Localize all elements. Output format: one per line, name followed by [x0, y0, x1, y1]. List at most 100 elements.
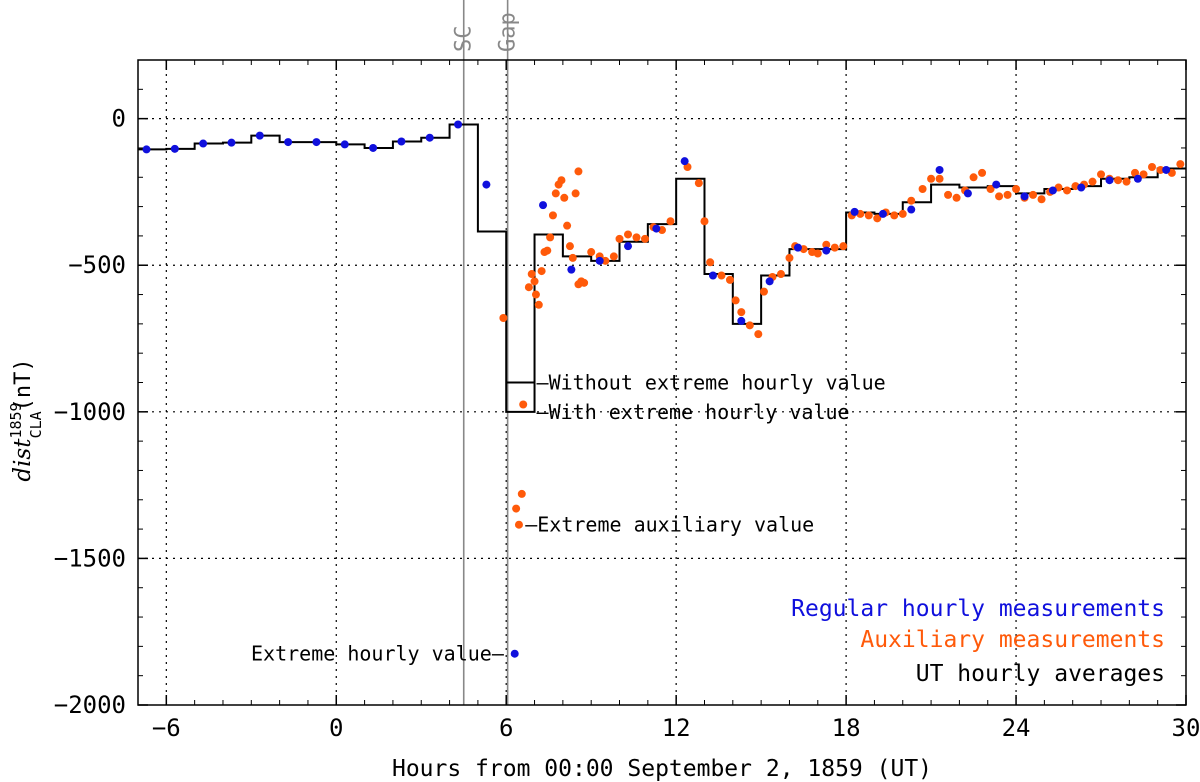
x-tick-label: −6: [152, 714, 181, 742]
auxiliary-point: [978, 168, 987, 177]
regular-point: [454, 120, 463, 129]
auxiliary-point: [530, 277, 539, 286]
vline-label-gap: Gap: [496, 12, 521, 52]
legend-averages: UT hourly averages: [916, 661, 1165, 687]
legend-auxiliary: Auxiliary measurements: [860, 627, 1165, 653]
x-tick-label: 6: [499, 714, 513, 742]
auxiliary-point: [754, 330, 763, 339]
regular-point: [1077, 183, 1086, 192]
auxiliary-point: [568, 253, 577, 262]
annotation-1: —With extreme hourly value: [537, 400, 850, 424]
auxiliary-point: [551, 189, 560, 198]
auxiliary-point: [890, 211, 899, 220]
auxiliary-point: [534, 300, 543, 309]
auxiliary-point: [531, 290, 540, 299]
auxiliary-point: [1139, 170, 1148, 179]
regular-point: [142, 145, 151, 154]
x-axis-label: Hours from 00:00 September 2, 1859 (UT): [392, 756, 932, 782]
auxiliary-point: [907, 196, 916, 205]
auxiliary-point: [717, 271, 726, 280]
regular-point: [935, 165, 944, 174]
auxiliary-point: [632, 233, 641, 242]
auxiliary-point: [759, 287, 768, 296]
regular-point: [1162, 165, 1171, 174]
auxiliary-point: [574, 167, 583, 176]
regular-point: [624, 242, 633, 251]
auxiliary-point: [918, 185, 927, 193]
y-axis-label-sub: CLA: [27, 411, 45, 438]
auxiliary-point: [995, 192, 1004, 201]
auxiliary-point: [666, 217, 675, 226]
auxiliary-point: [517, 489, 526, 498]
y-axis-label-main: dist: [10, 438, 36, 482]
auxiliary-point: [524, 283, 533, 292]
regular-point: [1105, 176, 1114, 185]
auxiliary-point: [1122, 177, 1131, 186]
annotation-3: Extreme hourly value—: [251, 642, 505, 666]
regular-point: [765, 277, 774, 286]
x-tick-label: 18: [832, 714, 861, 742]
auxiliary-point: [499, 314, 508, 322]
regular-point: [963, 189, 972, 198]
regular-point: [482, 180, 491, 189]
x-tick-label: 12: [662, 714, 691, 742]
regular-point: [255, 131, 264, 140]
auxiliary-point: [927, 174, 936, 183]
auxiliary-point: [1037, 195, 1046, 204]
auxiliary-point: [1114, 176, 1123, 185]
auxiliary-point: [1088, 177, 1097, 186]
y-axis-label-unit: (nT): [11, 358, 36, 411]
auxiliary-point: [864, 211, 873, 220]
hourly-average-steps: [138, 123, 1186, 413]
auxiliary-point: [1148, 163, 1157, 172]
auxiliary-point: [898, 209, 907, 218]
legend: Regular hourly measurements Auxiliary me…: [791, 596, 1165, 687]
y-tick-label: −1000: [54, 398, 126, 426]
regular-point: [652, 224, 661, 233]
auxiliary-point: [1063, 186, 1072, 195]
regular-point: [510, 649, 519, 658]
regular-point: [1048, 186, 1057, 195]
auxiliary-point: [830, 243, 839, 252]
y-tick-label: −500: [68, 251, 126, 279]
auxiliary-point: [563, 221, 572, 230]
x-tick-label: 24: [1002, 714, 1031, 742]
average-step-line: [138, 123, 1186, 413]
vline-label-sc: SC: [452, 26, 477, 53]
y-tick-label: 0: [112, 105, 126, 133]
x-tick-label: 30: [1172, 714, 1200, 742]
regular-point: [907, 205, 916, 214]
auxiliary-point: [776, 270, 785, 279]
regular-point: [425, 133, 434, 142]
auxiliary-point: [560, 193, 569, 202]
annotation-0: —Without extreme hourly value: [537, 371, 886, 395]
auxiliary-point: [641, 234, 650, 243]
regular-point: [595, 256, 604, 265]
auxiliary-point: [601, 256, 610, 265]
auxiliary-point: [873, 214, 882, 223]
regular-point: [793, 243, 802, 252]
regular-point: [397, 137, 406, 146]
regular-point: [539, 201, 548, 210]
auxiliary-point: [609, 252, 618, 261]
regular-point: [1020, 192, 1029, 201]
auxiliary-point: [813, 249, 822, 258]
auxiliary-point: [731, 296, 740, 305]
auxiliary-point: [1003, 190, 1012, 199]
auxiliary-point: [785, 253, 794, 262]
regular-point: [822, 246, 831, 255]
auxiliary-point: [587, 248, 596, 257]
regular-point: [312, 138, 321, 147]
auxiliary-point: [700, 217, 709, 226]
regular-point: [199, 139, 208, 148]
legend-regular: Regular hourly measurements: [791, 596, 1165, 622]
auxiliary-point: [557, 176, 566, 185]
x-tick-label: 0: [329, 714, 343, 742]
regular-point: [284, 138, 293, 147]
auxiliary-point: [537, 267, 546, 276]
y-axis-label: dist1859 CLA(nT): [7, 358, 45, 481]
auxiliary-point: [694, 179, 703, 188]
regular-point: [680, 157, 689, 166]
regular-point: [1133, 174, 1142, 183]
